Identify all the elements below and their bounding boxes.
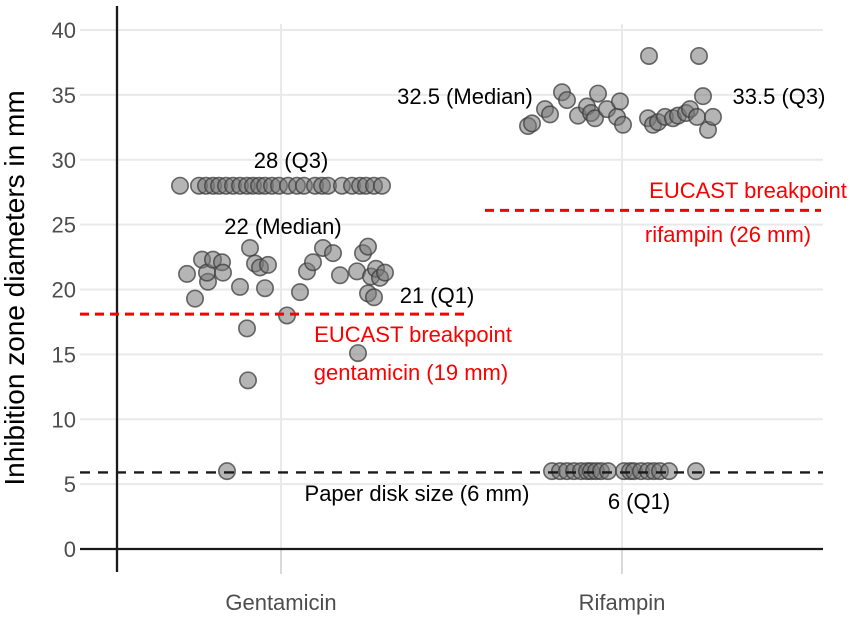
rifampin-q1-label: 6 (Q1) <box>608 489 670 514</box>
rifampin-q3-label: 33.5 (Q3) <box>733 84 826 109</box>
data-point-rifampin <box>522 114 541 133</box>
eucast-gentamicin-label-line2: gentamicin (19 mm) <box>314 360 508 385</box>
y-tick-label: 15 <box>52 342 76 367</box>
data-point-gentamicin <box>372 176 391 195</box>
data-point-gentamicin <box>214 263 233 282</box>
gentamicin-q3-label: 28 (Q3) <box>254 148 329 173</box>
data-point-gentamicin <box>348 344 367 363</box>
data-point-rifampin <box>703 107 722 126</box>
data-point-gentamicin <box>364 288 383 307</box>
data-point-rifampin <box>639 46 658 65</box>
eucast-rifampin-label-line1: EUCAST breakpoint <box>649 178 847 203</box>
data-point-gentamicin <box>375 263 394 282</box>
data-point-rifampin <box>540 105 559 124</box>
x-tick-label: Gentamicin <box>225 590 336 615</box>
x-tick-label: Rifampin <box>579 590 666 615</box>
y-axis-title: Inhibition zone diameters in mm <box>0 90 30 485</box>
data-point-rifampin <box>659 462 678 481</box>
data-point-gentamicin <box>239 371 258 390</box>
data-point-gentamicin <box>231 277 250 296</box>
y-tick-label: 30 <box>52 148 76 173</box>
gentamicin-median-label: 22 (Median) <box>224 214 341 239</box>
data-point-rifampin <box>585 109 604 128</box>
y-tick-label: 5 <box>64 472 76 497</box>
data-point-gentamicin <box>258 255 277 274</box>
data-point-rifampin <box>693 87 712 106</box>
eucast-gentamicin-label-line1: EUCAST breakpoint <box>314 322 512 347</box>
y-tick-label: 25 <box>52 213 76 238</box>
data-point-gentamicin <box>358 237 377 256</box>
data-point-gentamicin <box>330 266 349 285</box>
y-tick-label: 20 <box>52 278 76 303</box>
data-point-gentamicin <box>323 244 342 263</box>
data-point-gentamicin <box>241 238 260 257</box>
gentamicin-q1-label: 21 (Q1) <box>400 283 475 308</box>
data-point-gentamicin <box>255 279 274 298</box>
y-tick-label: 10 <box>52 407 76 432</box>
data-point-rifampin <box>610 92 629 111</box>
y-tick-label: 35 <box>52 83 76 108</box>
data-point-gentamicin <box>290 283 309 302</box>
y-tick-label: 0 <box>64 537 76 562</box>
data-point-gentamicin <box>238 319 257 338</box>
rifampin-median-label: 32.5 (Median) <box>397 84 533 109</box>
data-point-rifampin <box>557 91 576 110</box>
paper-disk-label: Paper disk size (6 mm) <box>305 481 530 506</box>
y-tick-label: 40 <box>52 18 76 43</box>
data-point-rifampin <box>598 462 617 481</box>
data-point-gentamicin <box>186 289 205 308</box>
data-point-rifampin <box>689 46 708 65</box>
data-point-gentamicin <box>171 176 190 195</box>
data-point-rifampin <box>686 462 705 481</box>
data-point-gentamicin <box>178 264 197 283</box>
data-point-gentamicin <box>303 253 322 272</box>
data-point-gentamicin <box>218 462 237 481</box>
data-point-rifampin <box>613 115 632 134</box>
eucast-rifampin-label-line2: rifampin (26 mm) <box>645 222 811 247</box>
data-point-rifampin <box>588 84 607 103</box>
